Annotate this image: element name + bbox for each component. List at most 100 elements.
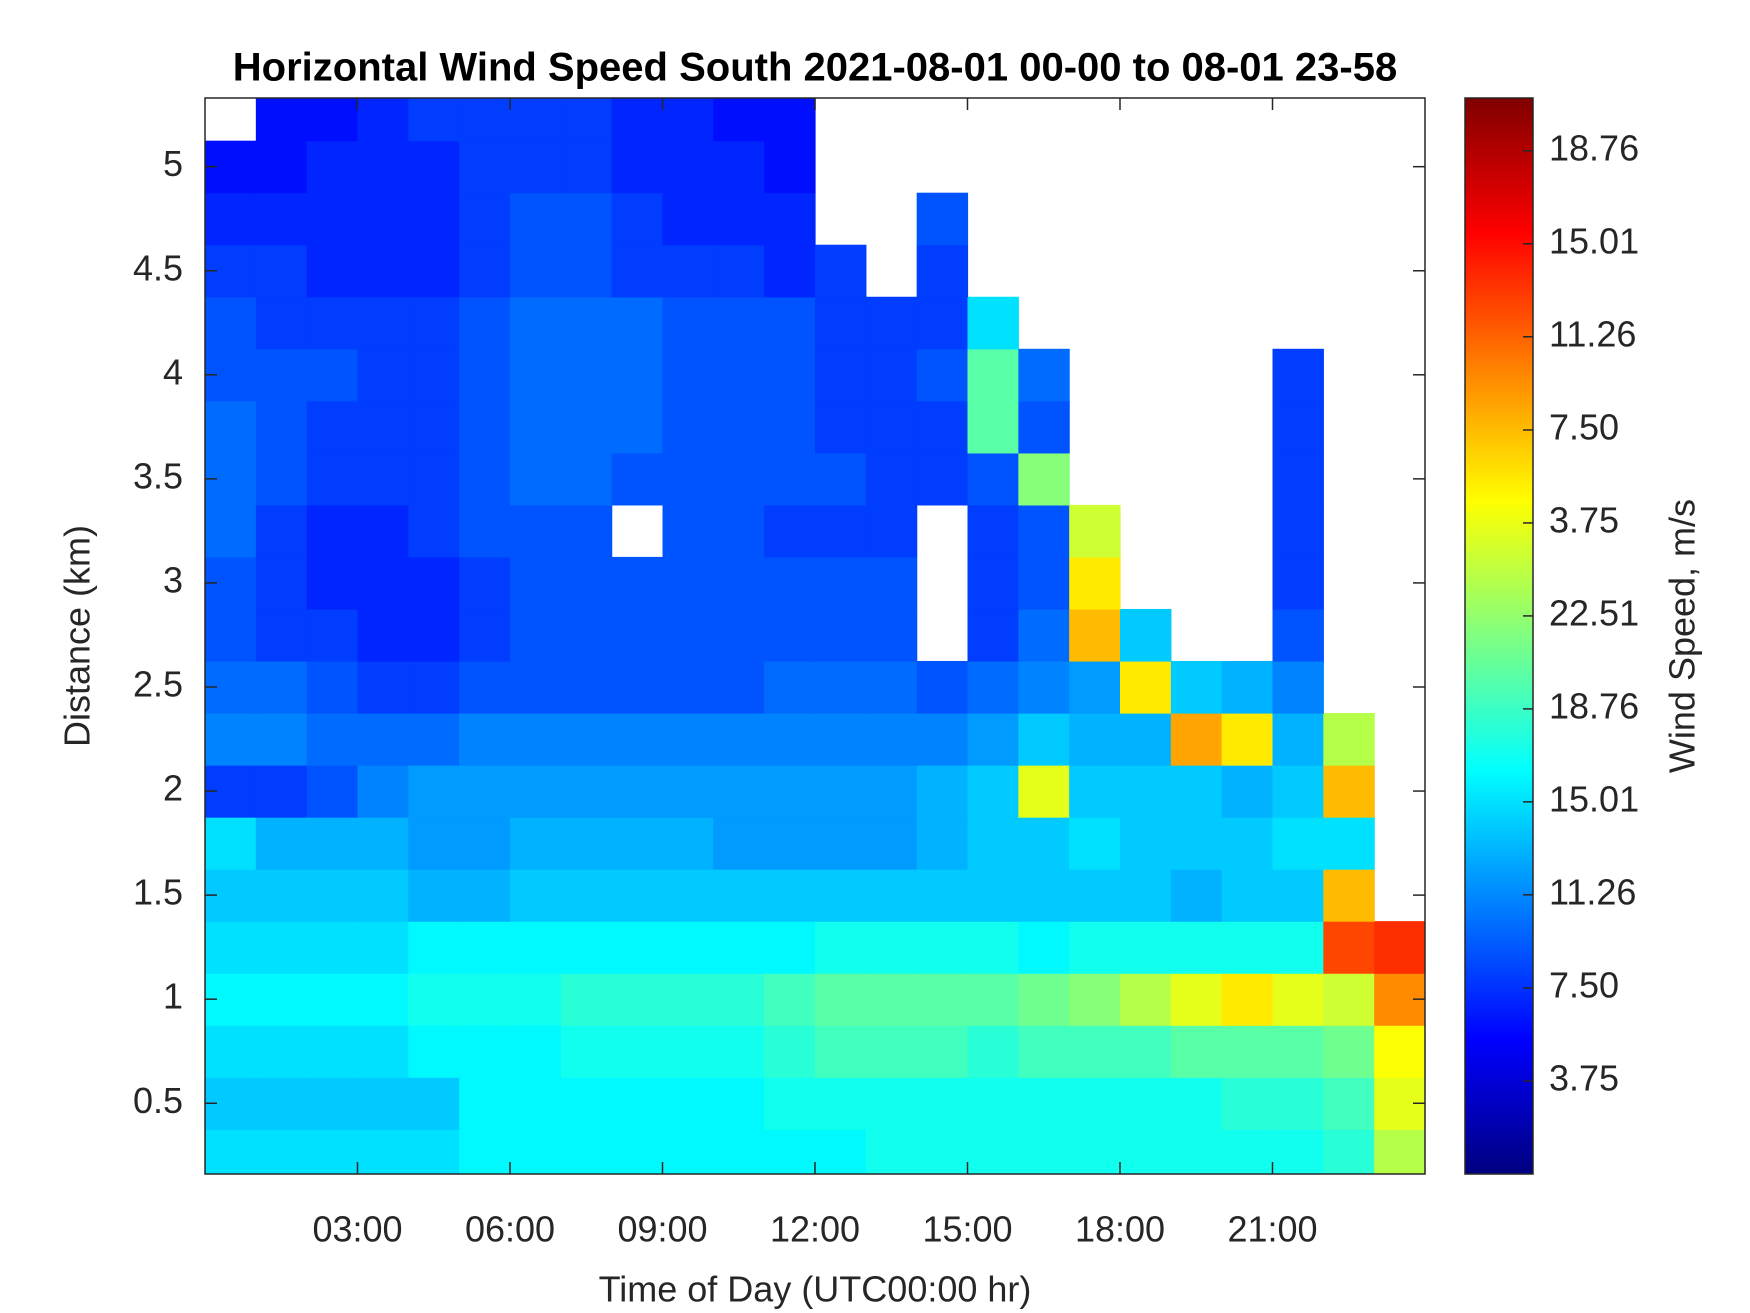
heatmap-cell — [1221, 765, 1274, 818]
heatmap-cell — [916, 400, 969, 454]
heatmap-cell — [611, 765, 664, 818]
heatmap-cell — [459, 869, 511, 922]
y-tick-label: 1 — [163, 976, 183, 1017]
heatmap-cell — [611, 921, 664, 974]
heatmap-cell — [713, 1025, 765, 1078]
heatmap-cell — [357, 556, 409, 610]
heatmap-cell — [1120, 713, 1172, 766]
heatmap-cell — [662, 452, 714, 506]
heatmap-cell — [611, 817, 664, 870]
heatmap-cell — [510, 973, 562, 1026]
heatmap-cell — [764, 1077, 816, 1130]
y-axis-label: Distance (km) — [57, 525, 98, 747]
heatmap-cell — [408, 973, 460, 1026]
heatmap-cell — [815, 921, 867, 974]
heatmap-cell — [1069, 1077, 1121, 1130]
heatmap-cell — [815, 556, 867, 610]
heatmap-cell — [306, 556, 359, 610]
heatmap-cell — [1272, 921, 1324, 974]
heatmap-cell — [408, 817, 460, 870]
heatmap-cell — [662, 1129, 714, 1174]
heatmap-cell — [510, 348, 562, 402]
heatmap-cell — [865, 1129, 918, 1174]
heatmap-cell — [967, 504, 1019, 558]
heatmap-cell — [205, 817, 257, 870]
heatmap-cell — [1018, 765, 1070, 818]
heatmap-cell — [815, 765, 867, 818]
heatmap-cell — [1018, 869, 1070, 922]
heatmap-cell — [1323, 713, 1375, 766]
heatmap-cell — [306, 348, 359, 402]
heatmap-cell — [255, 869, 308, 922]
heatmap-cell — [662, 765, 714, 818]
heatmap-cell — [408, 244, 460, 298]
heatmap-cell — [1374, 1129, 1425, 1174]
heatmap-cell — [510, 1129, 562, 1174]
heatmap-cell — [408, 869, 460, 922]
heatmap-cell — [865, 921, 918, 974]
heatmap-cell — [306, 98, 359, 142]
heatmap-cell — [560, 1025, 613, 1078]
heatmap — [205, 98, 1425, 1174]
heatmap-cell — [764, 660, 816, 714]
heatmap-cell — [916, 296, 969, 350]
heatmap-cell — [611, 348, 664, 402]
heatmap-cell — [967, 1025, 1019, 1078]
heatmap-cell — [916, 973, 969, 1026]
heatmap-cell — [1170, 973, 1223, 1026]
heatmap-cell — [255, 452, 308, 506]
heatmap-cell — [560, 1129, 613, 1174]
colorbar-tick-label: 11.26 — [1549, 871, 1636, 912]
x-axis-label: Time of Day (UTC00:00 hr) — [599, 1269, 1032, 1310]
heatmap-cell — [1221, 1077, 1274, 1130]
heatmap-cell — [255, 296, 308, 350]
y-tick-label: 3.5 — [133, 455, 183, 496]
heatmap-cell — [560, 504, 613, 558]
heatmap-cell — [1170, 713, 1223, 766]
heatmap-cell — [459, 192, 511, 246]
heatmap-cell — [967, 400, 1019, 454]
y-tick-label: 2.5 — [133, 664, 183, 705]
heatmap-cell — [662, 1077, 714, 1130]
heatmap-cell — [764, 244, 816, 298]
heatmap-cell — [1170, 1077, 1223, 1130]
heatmap-cell — [815, 817, 867, 870]
heatmap-cell — [1018, 1025, 1070, 1078]
heatmap-cell — [306, 296, 359, 350]
heatmap-cell — [1221, 1129, 1274, 1174]
heatmap-cell — [510, 244, 562, 298]
heatmap-cell — [1120, 1025, 1172, 1078]
heatmap-cell — [764, 348, 816, 402]
y-tick-label: 0.5 — [133, 1080, 183, 1121]
heatmap-cell — [255, 192, 308, 246]
heatmap-cell — [306, 1129, 359, 1174]
heatmap-cell — [1170, 765, 1223, 818]
heatmap-cell — [306, 765, 359, 818]
heatmap-cell — [459, 1025, 511, 1078]
colorbar-tick-label: 18.76 — [1549, 127, 1639, 168]
heatmap-cell — [408, 1129, 460, 1174]
heatmap-cell — [713, 869, 765, 922]
heatmap-cell — [865, 765, 918, 818]
colorbar-tick-label: 3.75 — [1549, 499, 1619, 540]
heatmap-cell — [815, 244, 867, 298]
heatmap-cell — [967, 1129, 1019, 1174]
heatmap-cell — [1069, 660, 1121, 714]
heatmap-cell — [1069, 817, 1121, 870]
heatmap-cell — [815, 660, 867, 714]
heatmap-cell — [865, 348, 918, 402]
heatmap-cell — [865, 400, 918, 454]
heatmap-cell — [1272, 713, 1324, 766]
x-tick-label: 21:00 — [1227, 1209, 1317, 1250]
heatmap-cell — [815, 608, 867, 662]
heatmap-cell — [560, 140, 613, 194]
heatmap-cell — [1221, 921, 1274, 974]
heatmap-cell — [255, 348, 308, 402]
heatmap-cell — [1323, 973, 1375, 1026]
heatmap-cell — [1069, 921, 1121, 974]
heatmap-cell — [713, 921, 765, 974]
heatmap-cell — [306, 973, 359, 1026]
heatmap-cell — [560, 348, 613, 402]
heatmap-cell — [459, 348, 511, 402]
heatmap-cell — [764, 504, 816, 558]
